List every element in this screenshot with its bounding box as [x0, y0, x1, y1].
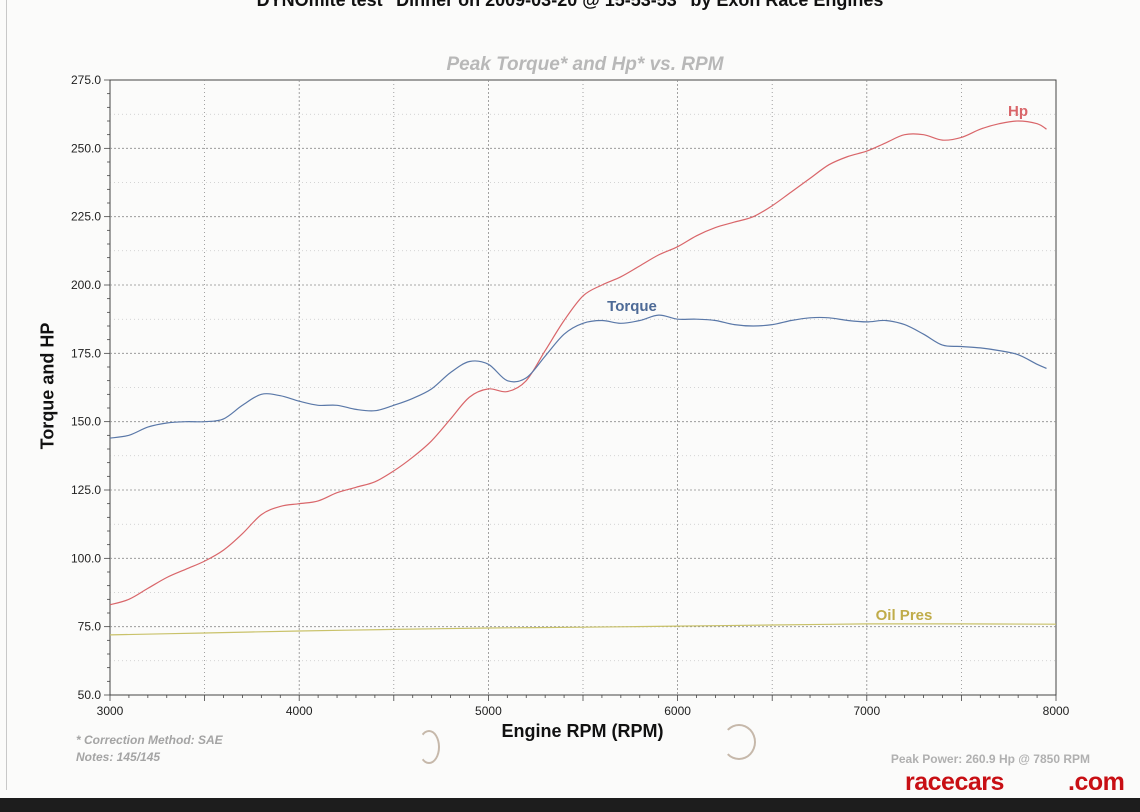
report-title: DYNOmite test "Dinner on 2009-03-20 @ 15… [256, 0, 884, 10]
torque-series-line [109, 314, 1047, 439]
x-tick-label: 3000 [97, 704, 124, 718]
y-tick-label: 200.0 [71, 278, 101, 292]
x-tick-label: 7000 [853, 704, 880, 718]
hp-series-label: Hp [1008, 103, 1028, 120]
chart-title: Peak Torque* and Hp* vs. RPM [446, 54, 724, 75]
watermark-left: racecars [905, 768, 1004, 796]
correction-method-note: * Correction Method: SAE [76, 733, 223, 747]
notes-text: Notes: 145/145 [76, 750, 161, 764]
y-tick-label: 100.0 [71, 551, 101, 565]
y-tick-label: 250.0 [71, 141, 101, 155]
peak-power-readout: Peak Power: 260.9 Hp @ 7850 RPM [890, 752, 1090, 766]
y-tick-label: 50.0 [78, 688, 102, 702]
x-tick-label: 4000 [286, 704, 313, 718]
scan-shadow [0, 798, 1140, 812]
y-tick-label: 175.0 [71, 346, 101, 360]
y-tick-label: 150.0 [71, 415, 101, 429]
x-axis-label: Engine RPM (RPM) [501, 721, 664, 741]
x-tick-label: 6000 [664, 704, 691, 718]
y-tick-label: 225.0 [71, 210, 101, 224]
x-tick-label: 8000 [1043, 704, 1070, 718]
oil-pressure-series-label: Oil Pres [876, 607, 933, 624]
hp-series-line [109, 120, 1047, 606]
y-tick-label: 275.0 [71, 73, 101, 87]
watermark-right: .com [1068, 768, 1125, 796]
paper-mark [418, 730, 440, 764]
x-tick-label: 5000 [475, 704, 502, 718]
y-tick-label: 75.0 [78, 620, 102, 634]
oil-pressure-series-line [109, 623, 1057, 636]
y-tick-label: 125.0 [71, 483, 101, 497]
torque-series-label: Torque [607, 298, 657, 315]
scan-edge [6, 0, 7, 790]
paper-mark [722, 724, 756, 760]
